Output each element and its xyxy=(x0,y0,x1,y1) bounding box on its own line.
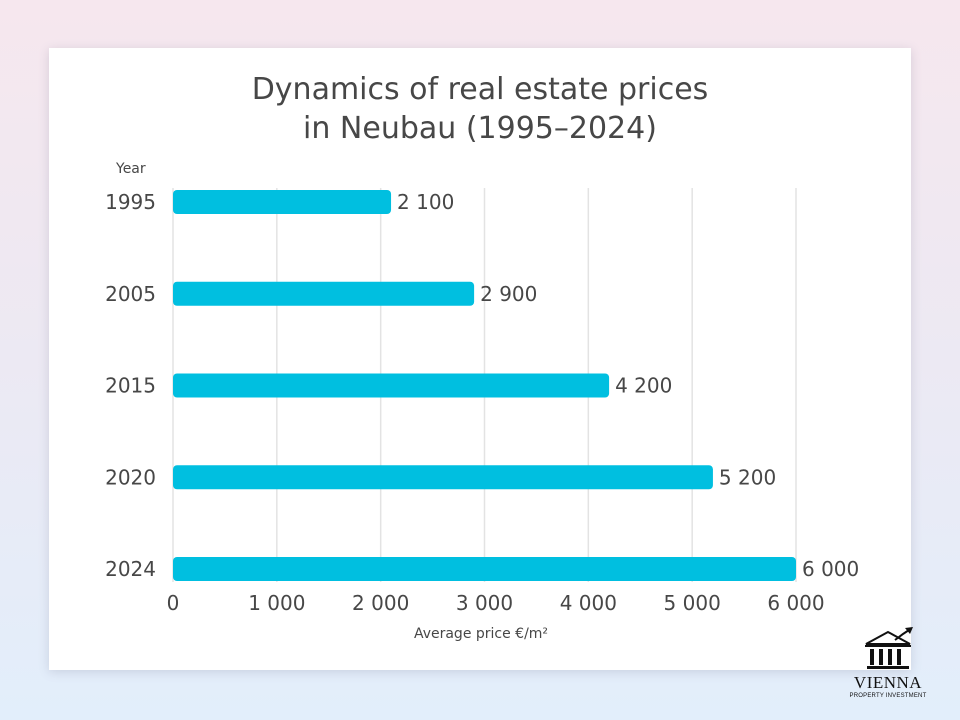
bar xyxy=(173,281,475,306)
x-tick-label: 1 000 xyxy=(248,591,305,615)
x-tick-label: 4 000 xyxy=(560,591,617,615)
x-tick-label: 5 000 xyxy=(664,591,721,615)
vienna-property-logo: VIENNA PROPERTY INVESTMENT xyxy=(843,626,933,702)
x-tick-label: 3 000 xyxy=(456,591,513,615)
bar xyxy=(173,373,610,398)
y-category-label: 2015 xyxy=(105,374,156,398)
bar-value-label: 6 000 xyxy=(802,557,859,581)
bar xyxy=(173,557,796,581)
bar-value-label: 2 100 xyxy=(397,190,454,214)
x-axis-title: Average price €/m² xyxy=(414,626,548,642)
chart-title-line1: Dynamics of real estate prices xyxy=(251,72,709,107)
bar-value-label: 5 200 xyxy=(719,465,776,489)
chart-title-line2: in Neubau (1995–2024) xyxy=(303,111,657,146)
y-axis-title: Year xyxy=(115,161,146,177)
labels: Year Average price €/m² 0 1 000 2 000 3 000… xyxy=(105,161,859,642)
building-icon xyxy=(865,627,913,669)
bar xyxy=(173,465,713,490)
bar-value-label: 4 200 xyxy=(615,374,672,398)
bars xyxy=(173,190,796,581)
logo-name: VIENNA xyxy=(853,673,923,692)
logo-subtitle: PROPERTY INVESTMENT xyxy=(849,693,927,699)
x-tick-label: 0 xyxy=(167,591,180,615)
bar xyxy=(173,190,392,214)
y-category-label: 2024 xyxy=(105,557,156,581)
x-tick-label: 2 000 xyxy=(352,591,409,615)
y-category-label: 1995 xyxy=(105,190,156,214)
x-tick-label: 6 000 xyxy=(767,591,824,615)
chart-title: Dynamics of real estate prices in Neubau… xyxy=(0,70,960,148)
y-category-label: 2020 xyxy=(105,465,156,489)
bar-value-label: 2 900 xyxy=(480,282,537,306)
y-category-label: 2005 xyxy=(105,282,156,306)
